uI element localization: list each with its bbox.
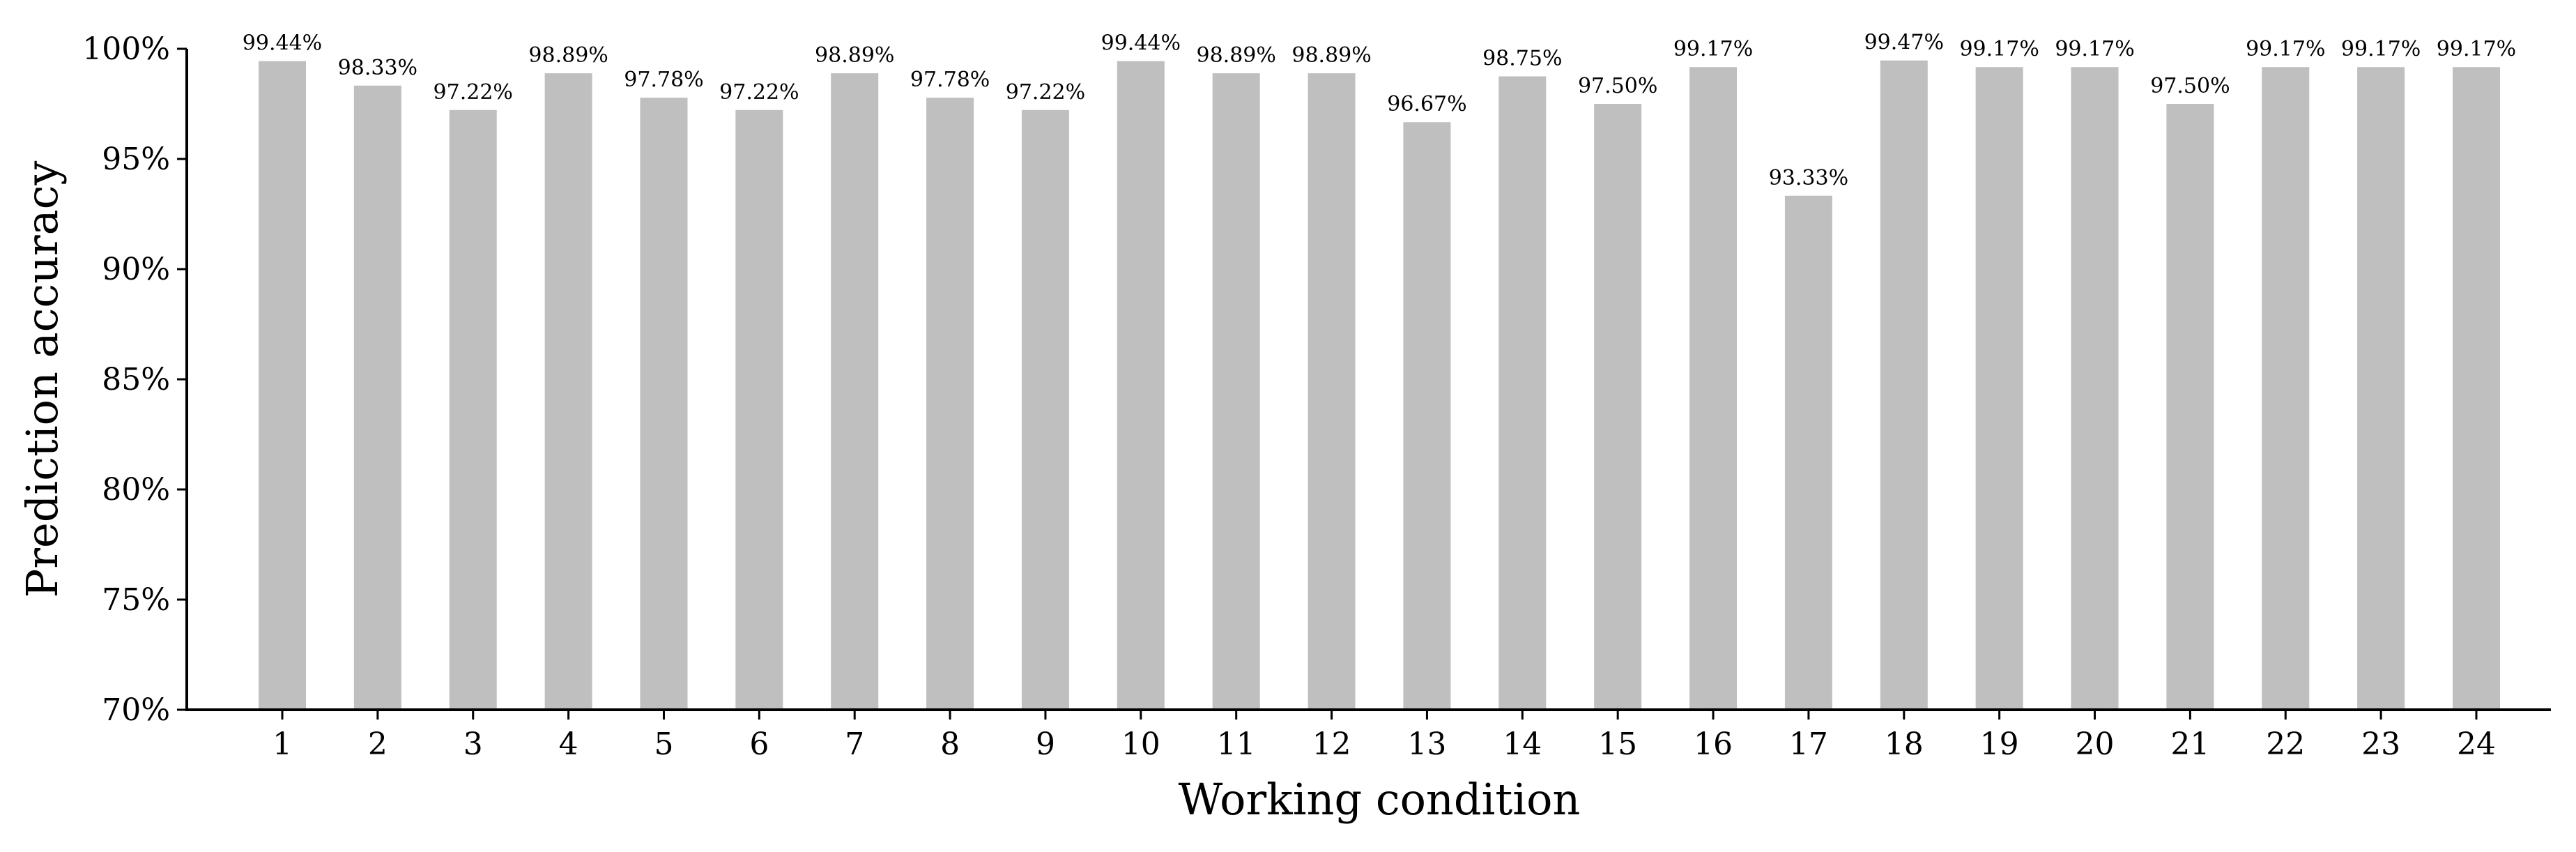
x-axis-ticks: 1 2 3 4 5 6 7 8 9 10 11 12 13 14 15 16 17 18 19 20 21 22 23 24 [273, 710, 2496, 762]
bar-24 [2453, 67, 2500, 710]
x-tick-label-14: 14 [1503, 727, 1542, 762]
data-label-18: 99.47% [1864, 31, 1944, 55]
x-tick-label-6: 6 [749, 727, 769, 762]
bar-22 [2262, 67, 2310, 710]
bar-7 [831, 73, 879, 710]
data-label-21: 97.50% [2150, 74, 2230, 98]
bar-12 [1308, 73, 1356, 710]
bar-15 [1594, 104, 1642, 710]
bar-21 [2166, 104, 2214, 710]
bar-13 [1403, 122, 1451, 710]
data-label-8: 97.78% [910, 68, 990, 92]
x-tick-label-23: 23 [2361, 727, 2400, 762]
data-labels: 99.44% 98.33% 97.22% 98.89% 97.78% 97.22% 98.8… [243, 31, 2516, 190]
data-label-13: 96.67% [1387, 92, 1466, 116]
x-tick-label-19: 19 [1980, 727, 2019, 762]
data-label-15: 97.50% [1578, 74, 1657, 98]
bar-3 [449, 109, 497, 710]
data-label-17: 93.33% [1769, 166, 1848, 190]
bar-11 [1212, 73, 1260, 710]
bars [259, 60, 2500, 710]
bar-16 [1689, 67, 1738, 710]
x-tick-label-9: 9 [1036, 727, 1055, 762]
bar-4 [544, 73, 592, 710]
x-tick-label-11: 11 [1217, 727, 1256, 762]
y-tick-label-95: 95% [102, 142, 170, 177]
x-tick-label-2: 2 [368, 727, 388, 762]
data-label-23: 99.17% [2341, 37, 2421, 61]
x-axis-title: Working condition [1179, 774, 1581, 825]
bar-8 [926, 98, 974, 710]
x-tick-label-24: 24 [2457, 727, 2496, 762]
x-tick-label-12: 12 [1312, 727, 1351, 762]
y-tick-label-75: 75% [102, 582, 170, 618]
bar-18 [1880, 60, 1928, 710]
data-label-2: 98.33% [338, 56, 417, 80]
data-label-5: 97.78% [624, 68, 703, 92]
data-label-3: 97.22% [434, 80, 513, 105]
bar-1 [259, 61, 306, 710]
x-tick-label-8: 8 [940, 727, 960, 762]
data-label-22: 99.17% [2246, 37, 2325, 61]
x-tick-label-13: 13 [1407, 727, 1446, 762]
x-tick-label-18: 18 [1885, 727, 1924, 762]
data-label-19: 99.17% [1959, 37, 2039, 61]
data-label-12: 98.89% [1291, 43, 1371, 68]
y-tick-label-70: 70% [102, 692, 170, 728]
data-label-10: 99.44% [1101, 31, 1181, 56]
x-tick-label-7: 7 [845, 727, 864, 762]
x-tick-label-21: 21 [2170, 727, 2209, 762]
data-label-24: 99.17% [2437, 37, 2516, 61]
x-tick-label-3: 3 [463, 727, 483, 762]
bar-19 [1975, 67, 2023, 710]
data-label-20: 99.17% [2055, 37, 2134, 61]
bar-6 [735, 109, 783, 710]
bar-10 [1117, 61, 1165, 710]
x-tick-label-10: 10 [1121, 727, 1160, 762]
x-tick-label-16: 16 [1694, 727, 1733, 762]
y-axis-ticks: 70% 75% 80% 85% 90% 95% 100% [82, 31, 187, 728]
data-label-11: 98.89% [1197, 43, 1276, 68]
x-tick-label-20: 20 [2076, 727, 2115, 762]
data-label-9: 97.22% [1006, 80, 1085, 105]
y-tick-label-85: 85% [102, 362, 170, 397]
y-tick-label-100: 100% [82, 31, 170, 67]
data-label-6: 97.22% [719, 80, 799, 105]
data-label-7: 98.89% [815, 43, 894, 68]
y-axis-title: Prediction accuracy [17, 161, 68, 598]
x-tick-label-1: 1 [273, 727, 292, 762]
y-tick-label-80: 80% [102, 472, 170, 508]
bar-17 [1784, 195, 1832, 710]
y-tick-label-90: 90% [102, 252, 170, 287]
data-label-14: 98.75% [1482, 47, 1562, 71]
bar-5 [640, 98, 688, 710]
data-label-16: 99.17% [1673, 37, 1753, 61]
x-tick-label-5: 5 [654, 727, 673, 762]
bar-9 [1021, 109, 1069, 710]
bar-14 [1498, 76, 1547, 710]
bar-20 [2071, 67, 2119, 710]
x-tick-label-15: 15 [1598, 727, 1637, 762]
bar-23 [2357, 67, 2405, 710]
data-label-1: 99.44% [243, 31, 322, 56]
data-label-4: 98.89% [528, 43, 608, 68]
x-tick-label-22: 22 [2266, 727, 2305, 762]
x-tick-label-17: 17 [1789, 727, 1828, 762]
x-tick-label-4: 4 [559, 727, 578, 762]
bar-2 [353, 85, 401, 710]
